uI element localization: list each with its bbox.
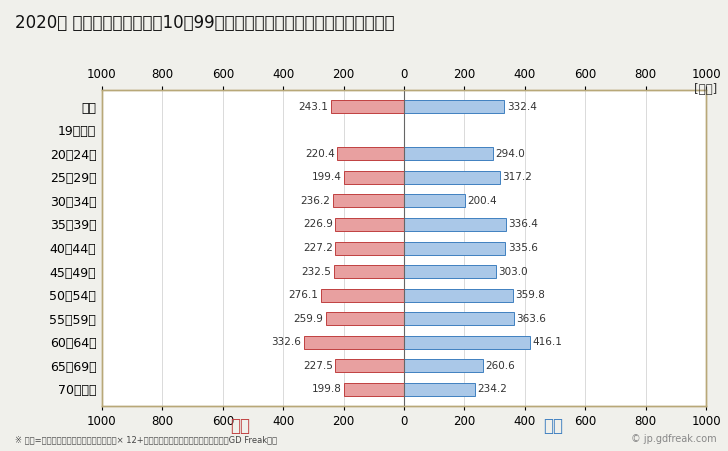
- Text: 243.1: 243.1: [298, 101, 328, 112]
- Bar: [304, 336, 404, 349]
- Bar: [336, 359, 404, 373]
- Bar: [331, 100, 404, 113]
- Bar: [404, 312, 514, 325]
- Text: © jp.gdfreak.com: © jp.gdfreak.com: [631, 434, 717, 444]
- Text: 332.4: 332.4: [507, 101, 537, 112]
- Bar: [344, 383, 404, 396]
- Bar: [325, 312, 404, 325]
- Bar: [404, 265, 496, 278]
- Text: 294.0: 294.0: [495, 149, 525, 159]
- Bar: [404, 147, 493, 160]
- Bar: [404, 289, 513, 302]
- Text: 2020年 民間企業（従業者数10～99人）フルタイム労働者の男女別平均年収: 2020年 民間企業（従業者数10～99人）フルタイム労働者の男女別平均年収: [15, 14, 394, 32]
- Text: 227.5: 227.5: [303, 361, 333, 371]
- Text: 220.4: 220.4: [305, 149, 335, 159]
- Bar: [336, 242, 404, 254]
- Text: 335.6: 335.6: [508, 243, 538, 253]
- Bar: [404, 336, 530, 349]
- Text: 276.1: 276.1: [288, 290, 318, 300]
- Bar: [404, 100, 505, 113]
- Text: 227.2: 227.2: [303, 243, 333, 253]
- Text: 332.6: 332.6: [272, 337, 301, 347]
- Bar: [404, 359, 483, 373]
- Text: 317.2: 317.2: [502, 172, 532, 182]
- Bar: [404, 383, 475, 396]
- Bar: [333, 194, 404, 207]
- Bar: [338, 147, 404, 160]
- Text: 336.4: 336.4: [508, 220, 538, 230]
- Text: 女性: 女性: [230, 417, 250, 435]
- Text: 200.4: 200.4: [467, 196, 496, 206]
- Text: 226.9: 226.9: [303, 220, 333, 230]
- Bar: [336, 218, 404, 231]
- Text: 234.2: 234.2: [478, 384, 507, 395]
- Bar: [404, 242, 505, 254]
- Text: 359.8: 359.8: [515, 290, 545, 300]
- Bar: [320, 289, 404, 302]
- Text: 男性: 男性: [543, 417, 563, 435]
- Text: 236.2: 236.2: [301, 196, 331, 206]
- Text: 416.1: 416.1: [532, 337, 562, 347]
- Bar: [334, 265, 404, 278]
- Text: [万円]: [万円]: [694, 83, 717, 97]
- Bar: [344, 171, 404, 184]
- Text: 303.0: 303.0: [498, 267, 528, 276]
- Text: 260.6: 260.6: [485, 361, 515, 371]
- Text: 259.9: 259.9: [293, 314, 323, 324]
- Bar: [404, 194, 464, 207]
- Bar: [404, 171, 500, 184]
- Text: 363.6: 363.6: [516, 314, 546, 324]
- Bar: [404, 218, 506, 231]
- Text: 232.5: 232.5: [301, 267, 331, 276]
- Text: ※ 年収=「きまって支給する現金給与額」× 12+「年間賞与その他特別給与額」としてGD Freak推計: ※ 年収=「きまって支給する現金給与額」× 12+「年間賞与その他特別給与額」と…: [15, 435, 277, 444]
- Text: 199.4: 199.4: [312, 172, 341, 182]
- Text: 199.8: 199.8: [312, 384, 341, 395]
